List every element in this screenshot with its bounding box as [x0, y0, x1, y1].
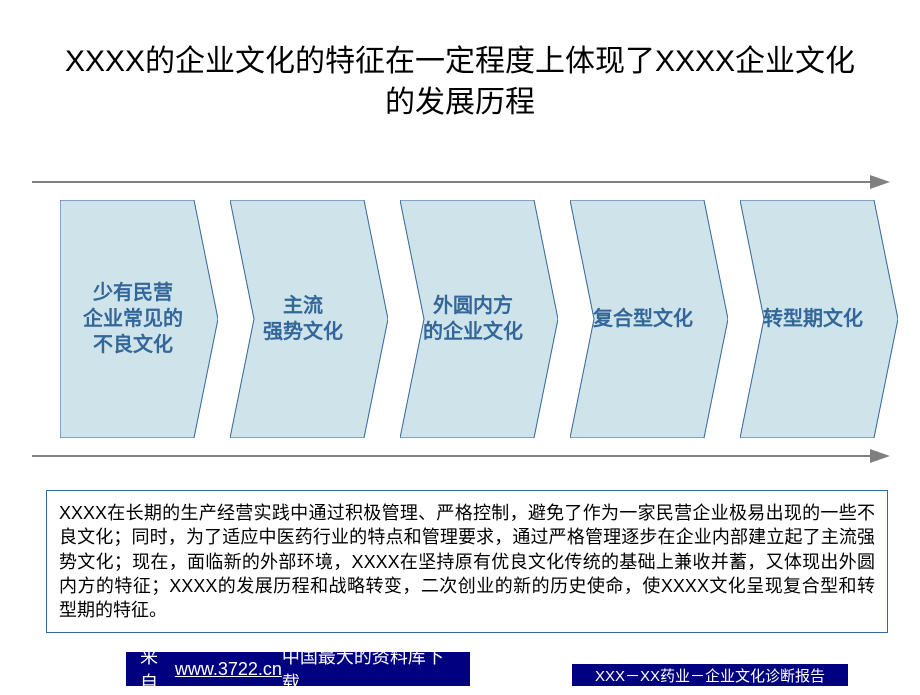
source-prefix: 来自 [140, 643, 175, 695]
source-bar: 来自 www.3722.cn 中国最大的资料库下载 [126, 652, 470, 686]
flow-container: 少有民营 企业常见的 不良文化主流 强势文化外圆内方 的企业文化复合型文化转型期… [60, 200, 900, 438]
timeline-arrow-bottom-head [870, 449, 890, 463]
flow-node-label: 外圆内方 的企业文化 [400, 200, 558, 438]
flow-node-label: 复合型文化 [570, 200, 728, 438]
source-suffix: 中国最大的资料库下载 [282, 643, 456, 695]
flow-node: 少有民营 企业常见的 不良文化 [60, 200, 218, 438]
flow-node: 复合型文化 [570, 200, 728, 438]
page-title: XXXX的企业文化的特征在一定程度上体现了XXXX企业文化的发展历程 [60, 42, 860, 123]
flow-node-label: 转型期文化 [740, 200, 898, 438]
timeline-arrow-top [32, 181, 872, 183]
source-link[interactable]: www.3722.cn [175, 659, 282, 680]
timeline-arrow-bottom [32, 455, 872, 457]
flow-node: 外圆内方 的企业文化 [400, 200, 558, 438]
slide: XXXX的企业文化的特征在一定程度上体现了XXXX企业文化的发展历程 少有民营 … [0, 0, 920, 690]
flow-node: 转型期文化 [740, 200, 898, 438]
footer-bar: XXX－XX药业－企业文化诊断报告 [572, 664, 848, 686]
flow-node-label: 主流 强势文化 [230, 200, 388, 438]
timeline-arrow-top-head [870, 175, 890, 189]
flow-node-label: 少有民营 企业常见的 不良文化 [60, 200, 218, 438]
footer-text: XXX－XX药业－企业文化诊断报告 [595, 665, 825, 686]
description-box: XXXX在长期的生产经营实践中通过积极管理、严格控制，避免了作为一家民营企业极易… [46, 490, 888, 633]
description-text: XXXX在长期的生产经营实践中通过积极管理、严格控制，避免了作为一家民营企业极易… [59, 503, 875, 620]
flow-node: 主流 强势文化 [230, 200, 388, 438]
